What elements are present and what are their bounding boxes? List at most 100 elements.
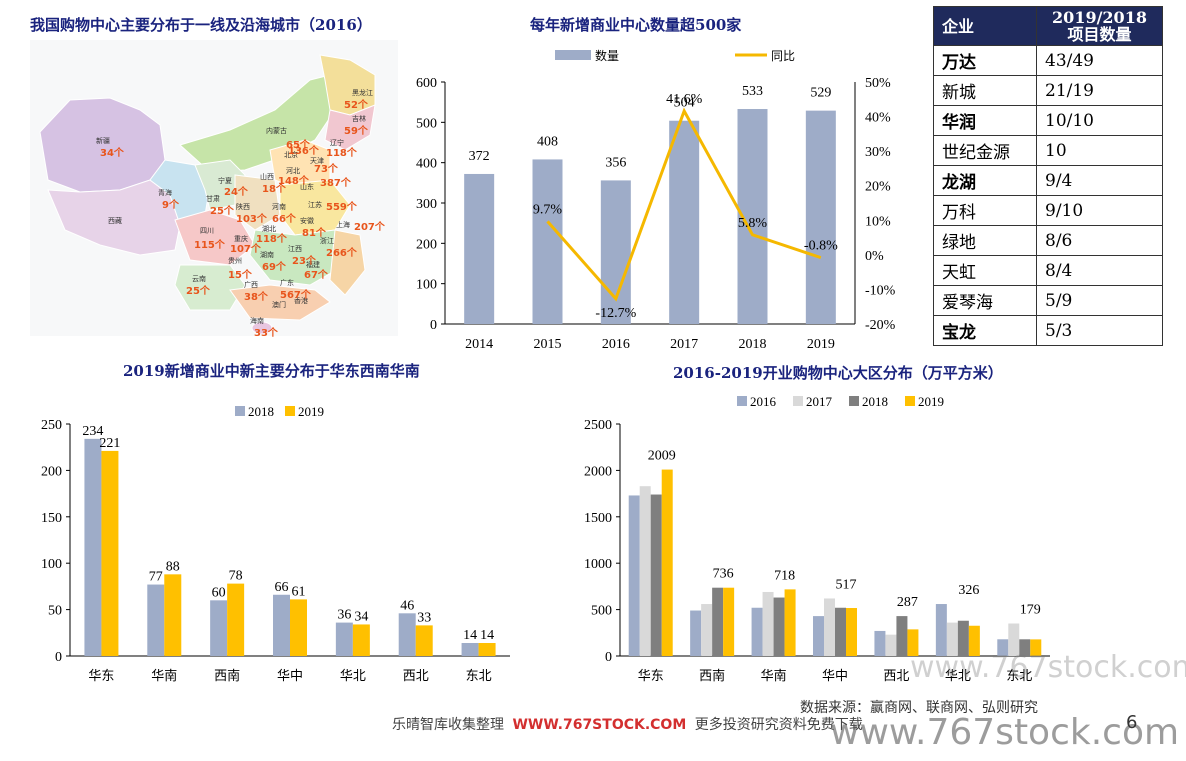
bar: [273, 594, 290, 656]
province-label: 江西: [288, 245, 302, 253]
bar: [690, 610, 702, 656]
legend-label: 2019: [298, 404, 324, 419]
x-tick-label: 华南: [761, 668, 787, 684]
legend-swatch: [849, 396, 859, 406]
province-label: 上海: [336, 221, 350, 229]
table-row: 世纪金源 10: [933, 135, 1163, 166]
bar-data-label: 179: [1020, 603, 1041, 618]
map-title: 我国购物中心主要分布于一线及沿海城市（2016）: [30, 16, 372, 34]
line-data-label: -12.7%: [595, 306, 636, 321]
legend-label: 2018: [248, 404, 274, 419]
province-label: 西藏: [108, 217, 122, 225]
table-header-row: 企业 2019/2018 项目数量: [933, 6, 1163, 46]
bar-data-label: 61: [292, 584, 306, 599]
province-value: 59个: [344, 126, 368, 137]
table-cell-count: 5/9: [1036, 285, 1163, 316]
bar: [935, 604, 947, 656]
bar-data-label: 736: [713, 567, 734, 582]
province-value: 23个: [292, 256, 316, 267]
province-label: 四川: [200, 227, 214, 235]
province-value: 118个: [256, 234, 287, 245]
legend-label: 2018: [862, 394, 888, 409]
table-cell-company: 万达: [933, 45, 1037, 76]
x-tick-label: 2019: [807, 337, 835, 352]
province-label: 湖北: [262, 225, 276, 233]
table-row: 万科 9/10: [933, 195, 1163, 226]
y-tick-label: 200: [416, 237, 437, 252]
bar: [661, 469, 673, 656]
province-label: 辽宁: [330, 139, 344, 147]
legend-label: 数量: [595, 48, 619, 63]
province-value: 66个: [272, 214, 296, 225]
province-label: 宁夏: [218, 177, 232, 185]
y-tick-label: 600: [416, 76, 437, 91]
province-value: 18个: [262, 184, 286, 195]
x-tick-label: 华北: [340, 669, 366, 684]
y2-tick-label: 50%: [865, 76, 891, 91]
bar: [478, 643, 496, 656]
bar: [352, 624, 370, 656]
y2-tick-label: -20%: [865, 318, 896, 333]
province-value: 52个: [344, 100, 368, 111]
yoy-line: [546, 107, 822, 302]
province-label: 贵州: [228, 257, 242, 265]
province-label: 甘肃: [206, 195, 220, 203]
x-tick-label: 西南: [699, 668, 725, 684]
province-label: 香港: [294, 297, 308, 305]
footer-brand-url[interactable]: WWW.767STOCK.COM: [512, 717, 687, 733]
table-row: 华润 10/10: [933, 105, 1163, 136]
legend-swatch: [905, 396, 915, 406]
bar: [701, 604, 713, 656]
table-cell-company: 爱琴海: [933, 285, 1037, 316]
province-value: 103个: [236, 214, 267, 225]
province-value: 34个: [100, 148, 124, 159]
y-tick-label: 2500: [584, 418, 612, 433]
bar-data-label: 372: [469, 149, 490, 164]
bar-data-label: 533: [742, 84, 763, 99]
bar: [835, 607, 846, 656]
y-tick-label: 100: [416, 278, 437, 293]
line-data-label: 9.7%: [533, 202, 563, 217]
y-tick-label: 100: [41, 557, 62, 572]
bar: [1030, 639, 1042, 656]
x-tick-label: 华南: [151, 668, 177, 684]
bar-data-label: 14: [480, 628, 494, 643]
province-label: 河北: [286, 167, 300, 175]
table-cell-company: 龙湖: [933, 165, 1037, 196]
province-value: 38个: [244, 292, 268, 303]
province-label: 浙江: [320, 237, 334, 245]
page-number: 6: [1126, 712, 1138, 733]
y-tick-label: 200: [41, 464, 62, 479]
table-cell-count: 5/3: [1036, 315, 1163, 346]
bar: [946, 622, 958, 656]
table-row: 宝龙 5/3: [933, 315, 1163, 346]
y2-tick-label: 10%: [865, 214, 891, 229]
bar: [784, 589, 796, 656]
province-label: 陕西: [236, 203, 250, 211]
table-cell-company: 绿地: [933, 225, 1037, 256]
table-cell-count: 8/4: [1036, 255, 1163, 286]
developer-table: 企业 2019/2018 项目数量 万达 43/49 新城 21/19 华润 10/1…: [933, 6, 1163, 346]
table-cell-company: 新城: [933, 75, 1037, 106]
y-tick-label: 0: [430, 318, 437, 333]
province-label: 北京: [284, 151, 298, 159]
province-label: 黑龙江: [352, 89, 373, 97]
table-cell-company: 天虹: [933, 255, 1037, 286]
bar: [227, 583, 245, 656]
table-row: 龙湖 9/4: [933, 165, 1163, 196]
bar-data-label: 234: [82, 424, 103, 439]
chart1-title: 每年新增商业中心数量超500家: [530, 16, 742, 34]
bar-data-label: 60: [212, 585, 226, 600]
table-row: 绿地 8/6: [933, 225, 1163, 256]
province-value: 567个: [280, 290, 311, 301]
province-value: 148个: [278, 176, 309, 187]
x-tick-label: 华东: [638, 669, 664, 684]
chart-regional-area: 2016 2017 2018 2019 0 500 1000 1500 2000 2500 2009…: [584, 394, 1050, 684]
table-cell-count: 10/10: [1036, 105, 1163, 136]
province-value: 25个: [210, 206, 234, 217]
province-value: 115个: [194, 240, 225, 251]
y-tick-label: 0: [55, 650, 62, 665]
province-label: 云南: [192, 275, 206, 283]
table-cell-count: 9/10: [1036, 195, 1163, 226]
